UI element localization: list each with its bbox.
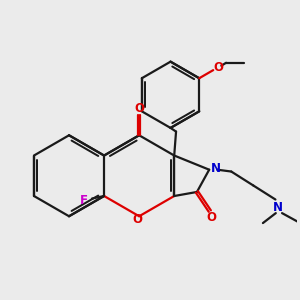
Text: F: F	[80, 194, 88, 207]
Text: O: O	[213, 61, 223, 74]
Text: O: O	[207, 211, 217, 224]
Text: N: N	[273, 201, 284, 214]
Text: O: O	[132, 213, 142, 226]
Text: O: O	[134, 102, 144, 115]
Text: N: N	[210, 163, 220, 176]
